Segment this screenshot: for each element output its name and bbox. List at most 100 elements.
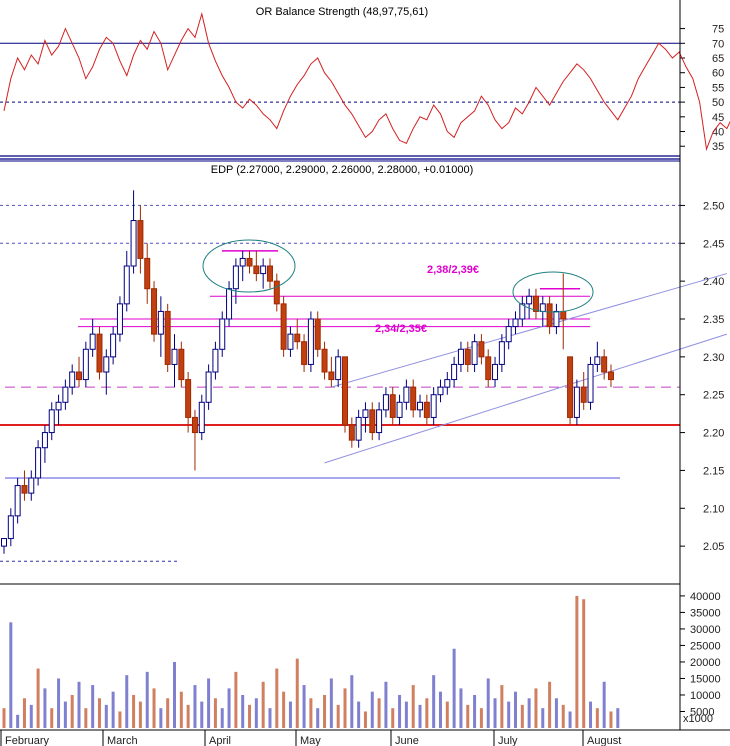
- volume-bar: [2, 708, 6, 728]
- volume-bar: [323, 694, 327, 728]
- candle-body: [601, 356, 608, 373]
- candle-body: [205, 371, 212, 403]
- candle-body: [171, 348, 178, 365]
- volume-bar: [568, 711, 572, 728]
- candle-body: [287, 333, 294, 350]
- candle-body: [607, 371, 614, 381]
- volume-bar: [541, 708, 545, 728]
- candle-body: [396, 401, 403, 418]
- indicator-series-line: [3, 11, 730, 152]
- volume-bar: [63, 701, 67, 728]
- volume-bar: [152, 688, 156, 728]
- candle-body: [219, 318, 226, 350]
- volume-bar: [493, 698, 497, 728]
- volume-bar: [316, 708, 320, 728]
- volume-bar: [582, 599, 586, 728]
- candle-body: [444, 379, 451, 388]
- volume-bar: [213, 698, 217, 728]
- candle-body: [594, 356, 601, 365]
- candle-body: [62, 386, 69, 403]
- volume-bar: [186, 704, 190, 728]
- candle-body: [69, 371, 76, 388]
- volume-bar: [50, 708, 54, 728]
- price-title: EDP (2.27000, 2.29000, 2.26000, 2.28000,…: [211, 164, 474, 176]
- volume-tick-label: 20000: [690, 657, 721, 669]
- candle-body: [471, 341, 478, 365]
- volume-bar: [343, 688, 347, 728]
- candle-body: [226, 288, 233, 320]
- candle-body: [505, 326, 512, 343]
- candle-body: [498, 341, 505, 365]
- volume-bar: [473, 694, 477, 728]
- x-month-label: June: [395, 735, 419, 746]
- candle-body: [539, 303, 546, 312]
- indicator-tick-label: 55: [712, 82, 724, 94]
- volume-tick-label: 5000: [690, 706, 714, 718]
- volume-bar: [207, 678, 211, 728]
- volume-bar: [125, 675, 129, 728]
- volume-bar: [234, 671, 238, 728]
- candle-body: [532, 295, 539, 312]
- pattern-ellipse-april: [202, 239, 296, 293]
- volume-bar: [561, 704, 565, 728]
- volume-bar: [111, 691, 115, 728]
- volume-bar: [391, 708, 395, 728]
- volume-bar: [159, 708, 163, 728]
- candle-body: [560, 310, 567, 320]
- indicator-tick-label: 35: [712, 141, 724, 153]
- candle-body: [512, 318, 519, 328]
- volume-bar: [282, 691, 286, 728]
- volume-bar: [309, 698, 313, 728]
- volume-bar: [357, 701, 361, 728]
- candle-body: [253, 265, 260, 275]
- volume-bar: [486, 678, 490, 728]
- candle-body: [369, 409, 376, 434]
- pattern-ellipse-july: [512, 271, 594, 313]
- candle-body: [389, 394, 396, 418]
- volume-bar: [384, 681, 388, 728]
- volume-panel: 500010000150002000025000300003500040000 …: [0, 583, 721, 728]
- price-tick-label: 2.25: [703, 390, 724, 402]
- indicator-tick-label: 65: [712, 53, 724, 65]
- volume-bar: [527, 698, 531, 728]
- candle-body: [587, 363, 594, 403]
- candle-body: [342, 356, 348, 426]
- candle-body: [246, 257, 253, 267]
- candle-body: [178, 348, 185, 381]
- candle-body: [355, 416, 362, 441]
- candle-body: [28, 477, 35, 494]
- candle-body: [580, 386, 587, 403]
- x-month-label: May: [300, 735, 321, 746]
- candle-body: [546, 303, 553, 328]
- candle-body: [116, 303, 123, 335]
- volume-bar: [84, 708, 88, 728]
- candle-body: [7, 515, 14, 540]
- candle-body: [1, 538, 7, 547]
- candle-body: [403, 386, 410, 403]
- candle-body: [137, 220, 144, 259]
- volume-bar: [97, 698, 101, 728]
- volume-bar: [377, 698, 381, 728]
- volume-bar: [200, 701, 204, 728]
- candle-body: [526, 295, 533, 305]
- candle-body: [437, 386, 444, 396]
- volume-bar: [261, 681, 265, 728]
- candle-body: [376, 409, 383, 434]
- candle-body: [191, 416, 198, 434]
- candle-body: [14, 485, 21, 517]
- price-tick-label: 2.50: [703, 200, 724, 212]
- volume-bar: [370, 691, 374, 728]
- volume-bar: [22, 698, 26, 728]
- candle-body: [130, 220, 137, 267]
- volume-bar: [595, 708, 599, 728]
- volume-bar: [445, 701, 449, 728]
- channel-lower-line: [324, 333, 728, 464]
- volume-bar: [145, 671, 149, 728]
- candle-body: [198, 401, 205, 434]
- candle-body: [553, 310, 560, 328]
- candle-body: [294, 333, 301, 343]
- volume-bar: [602, 681, 606, 728]
- candle-body: [478, 341, 485, 358]
- volume-bar: [548, 681, 552, 728]
